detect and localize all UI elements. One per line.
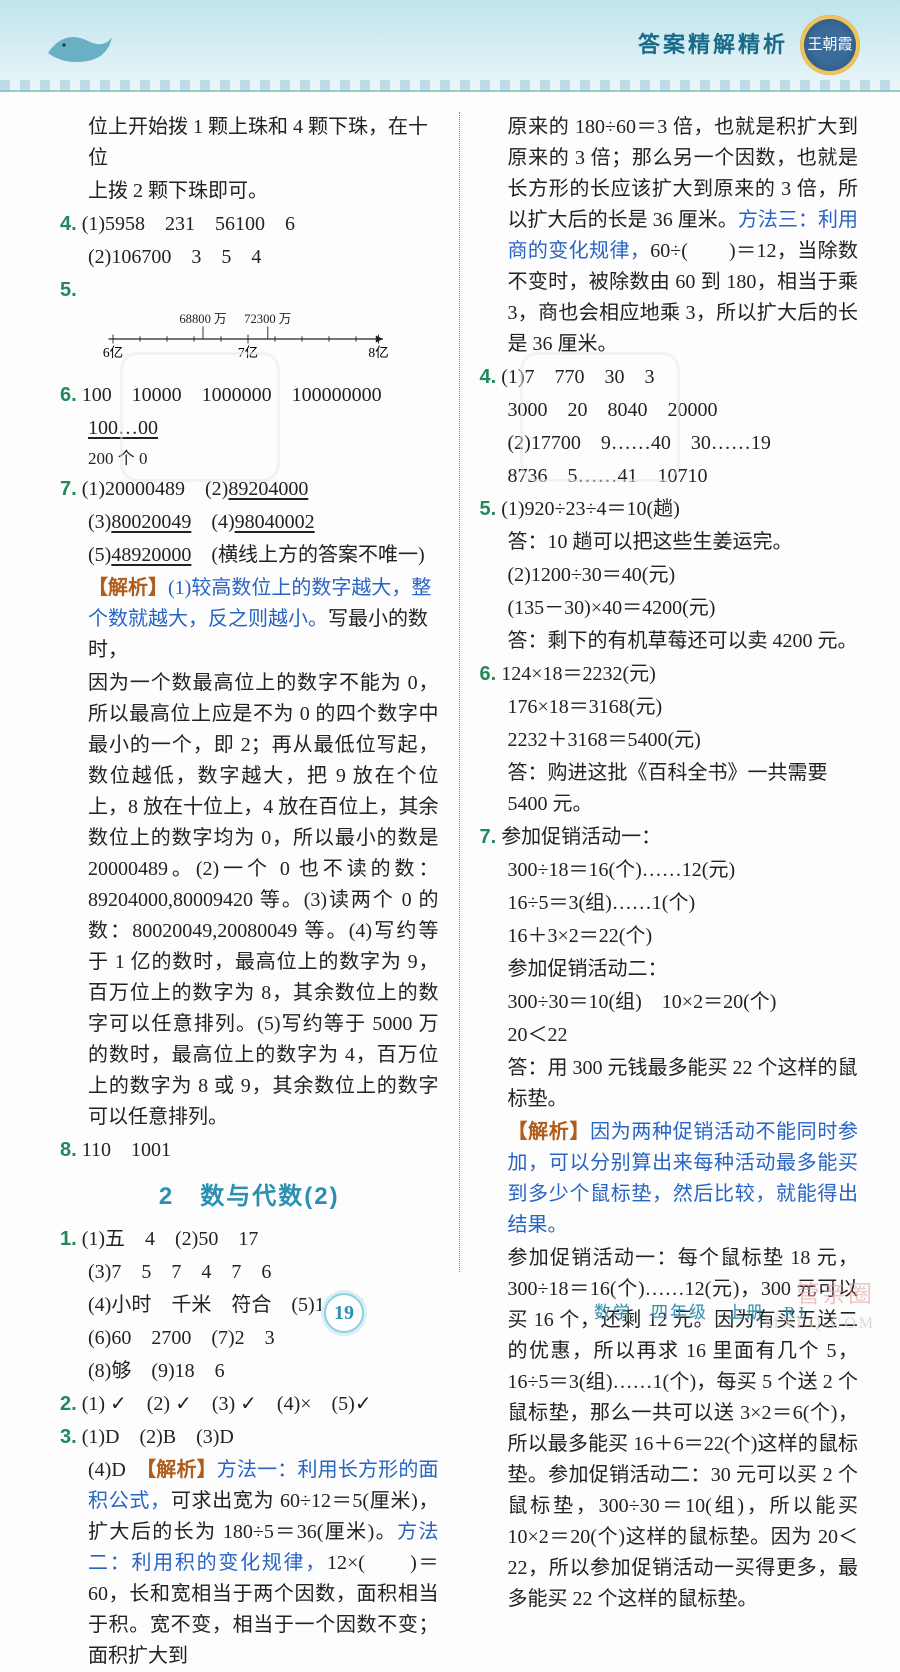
s2q3-l1: 3. (1)D (2)B (3)D <box>60 1422 439 1453</box>
item-number: 4. <box>480 366 497 388</box>
rq7-l2: 300÷18＝16(个)……12(元) <box>480 855 859 886</box>
column-divider <box>459 112 460 1272</box>
s2q3-l2: (4)D 【解析】方法一：利用长方形的面积公式，可求出宽为 60÷12＝5(厘米… <box>60 1455 439 1672</box>
right-column: 原来的 180÷60＝3 倍，也就是积扩大到原来的 3 倍；那么另一个因数，也就… <box>480 112 859 1272</box>
rq4-l4: 8736 5……41 10710 <box>480 461 859 492</box>
watermark-brand: 管亲圈 <box>796 1276 874 1313</box>
nl-label: 68800 万 <box>179 312 226 326</box>
q6-line2: 100…00 <box>60 413 439 444</box>
answer: 110 1001 <box>82 1139 171 1161</box>
analysis-label: 【解析】 <box>88 577 168 599</box>
q7-line2: (3)80020049 (4)98040002 <box>60 507 439 538</box>
rq7-l6: 300÷30＝10(组) 10×2＝20(个) <box>480 987 859 1018</box>
q6-line1: 6. 100 10000 1000000 100000000 <box>60 380 439 411</box>
rq6-l3: 2232＋3168＝5400(元) <box>480 725 859 756</box>
rq4-l3: (2)17700 9……40 30……19 <box>480 428 859 459</box>
rq7-l8: 答：用 300 元钱最多能买 22 个这样的鼠标垫。 <box>480 1053 859 1115</box>
whale-icon <box>40 20 120 70</box>
answer: 100 10000 1000000 100000000 <box>82 384 382 406</box>
item-number: 1. <box>60 1228 77 1250</box>
page-number: 19 <box>324 1293 364 1333</box>
rq5-l5: 答：剩下的有机草莓还可以卖 4200 元。 <box>480 626 859 657</box>
q7-analysis-body: 因为一个数最高位上的数字不能为 0，所以最高位上应是不为 0 的四个数字中最小的… <box>60 668 439 1133</box>
wave-decoration <box>0 80 900 92</box>
rq7-l1: 7. 参加促销活动一： <box>480 822 859 853</box>
rq7-l5: 参加促销活动二： <box>480 954 859 985</box>
section-title: 2 数与代数(2) <box>60 1178 439 1215</box>
number-line: 68800 万 72300 万 6亿 7亿 8亿 <box>88 312 408 376</box>
q8: 8. 110 1001 <box>60 1135 439 1166</box>
svg-text:7亿: 7亿 <box>238 345 258 360</box>
item-number: 6. <box>60 384 77 406</box>
item-number: 2. <box>60 1393 77 1415</box>
q6-line3: 200 个 0 <box>60 446 439 472</box>
item-number: 6. <box>480 663 497 685</box>
item-number: 3. <box>60 1426 77 1448</box>
q4-line2: (2)106700 3 5 4 <box>60 242 439 273</box>
s2q1-l1: 1. (1)五 4 (2)50 17 <box>60 1224 439 1255</box>
header-title: 答案精解精析 <box>638 28 788 62</box>
s2q1-l5: (8)够 (9)18 6 <box>60 1356 439 1387</box>
rq5-l1: 5. (1)920÷23÷4＝10(趟) <box>480 494 859 525</box>
analysis-label: 【解析】 <box>146 1459 217 1481</box>
text: 位上开始拨 1 颗上珠和 4 颗下珠，在十位 <box>60 112 439 174</box>
rq4-l1: 4. (1)7 770 30 3 <box>480 362 859 393</box>
rq7-l7: 20＜22 <box>480 1020 859 1051</box>
q7-analysis: 【解析】(1)较高数位上的数字越大，整个数就越大，反之则越小。写最小的数时， <box>60 573 439 666</box>
page-columns: 位上开始拨 1 颗上珠和 4 颗下珠，在十位 上拨 2 颗下珠即可。 4. (1… <box>0 92 900 1282</box>
rq6-l1: 6. 124×18＝2232(元) <box>480 659 859 690</box>
q4-line1: 4. (1)5958 231 56100 6 <box>60 209 439 240</box>
svg-text:8亿: 8亿 <box>368 345 388 360</box>
svg-text:6亿: 6亿 <box>103 345 123 360</box>
answer: (1)5958 231 56100 6 <box>82 213 295 235</box>
item-number: 4. <box>60 213 77 235</box>
item-number: 5. <box>60 279 77 301</box>
item-number: 5. <box>480 498 497 520</box>
s2q1-l2: (3)7 5 7 4 7 6 <box>60 1257 439 1288</box>
item-number: 8. <box>60 1139 77 1161</box>
nl-label: 72300 万 <box>244 312 291 326</box>
page-header: 答案精解精析 王朝霞 <box>0 0 900 92</box>
q7-line3: (5)48920000 (横线上方的答案不唯一) <box>60 540 439 571</box>
q7-line1: 7. (1)20000489 (2)89204000 <box>60 474 439 505</box>
rq7-analysis: 【解析】因为两种促销活动不能同时参加，可以分别算出来每种活动最多能买到多少个鼠标… <box>480 1117 859 1241</box>
rq7-l4: 16＋3×2＝22(个) <box>480 921 859 952</box>
rq5-l3: (2)1200÷30＝40(元) <box>480 560 859 591</box>
watermark-url: MXEQ.COM <box>764 1312 876 1337</box>
left-column: 位上开始拨 1 颗上珠和 4 颗下珠，在十位 上拨 2 颗下珠即可。 4. (1… <box>60 112 439 1272</box>
analysis-label: 【解析】 <box>508 1121 591 1143</box>
rq5-l2: 答：10 趟可以把这些生姜运完。 <box>480 527 859 558</box>
brand-badge: 王朝霞 <box>800 15 860 75</box>
item-number: 7. <box>60 478 77 500</box>
rq6-l4: 答：购进这批《百科全书》一共需要 5400 元。 <box>480 758 859 820</box>
rq6-l2: 176×18＝3168(元) <box>480 692 859 723</box>
item-number: 7. <box>480 826 497 848</box>
rq7-l3: 16÷5＝3(组)……1(个) <box>480 888 859 919</box>
text: 上拨 2 颗下珠即可。 <box>60 176 439 207</box>
s2q2: 2. (1) ✓ (2) ✓ (3) ✓ (4)× (5)✓ <box>60 1389 439 1420</box>
rq4-l2: 3000 20 8040 20000 <box>480 395 859 426</box>
rq5-l4: (135－30)×40＝4200(元) <box>480 593 859 624</box>
q5: 5. <box>60 275 439 306</box>
cont-text: 原来的 180÷60＝3 倍，也就是积扩大到原来的 3 倍；那么另一个因数，也就… <box>480 112 859 360</box>
